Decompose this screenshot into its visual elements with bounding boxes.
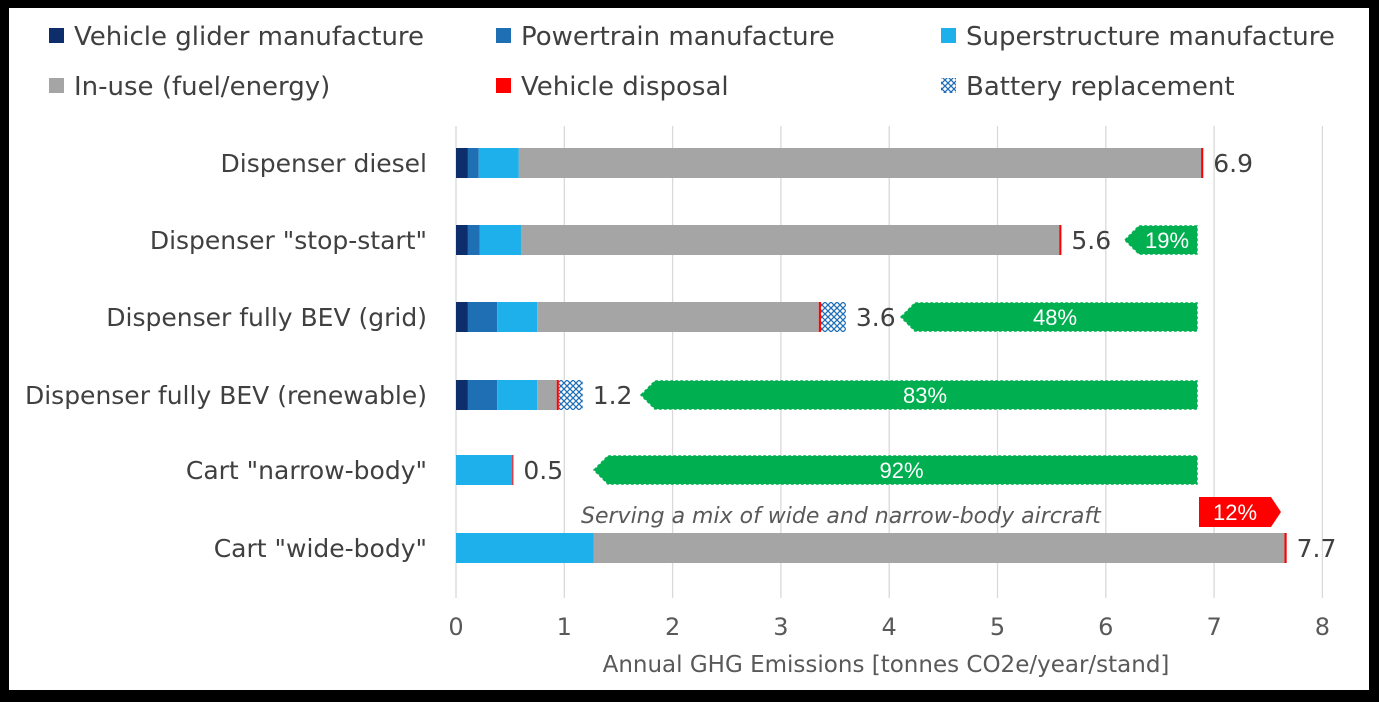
total-label-5: 7.7: [1297, 534, 1337, 563]
x-tick-labels: 0 1 2 3 4 5 6 7 8: [448, 613, 1330, 641]
legend: Vehicle glider manufacture Powertrain man…: [49, 22, 1335, 102]
bar-segment-r2-s5: [820, 302, 846, 332]
bar-segment-r3-s2: [497, 380, 538, 410]
x-tick-4: 4: [882, 613, 897, 641]
bar-segment-r1-s1: [467, 225, 480, 255]
bar-segment-r1-s4: [1059, 225, 1062, 255]
bar-segment-r2-s3: [537, 302, 819, 332]
reduction-label-3: 92%: [879, 458, 923, 483]
legend-label-3: In-use (fuel/energy): [74, 72, 330, 102]
x-tick-5: 5: [990, 613, 1005, 641]
x-tick-1: 1: [557, 613, 572, 641]
bar-segment-r4-s2: [456, 455, 513, 485]
legend-swatch-4: [496, 78, 511, 93]
reduction-arrow-1: [899, 302, 1198, 332]
category-label-1: Dispenser "stop-start": [150, 226, 427, 255]
increase-arrow-4: [1199, 497, 1281, 527]
category-label-3: Dispenser fully BEV (renewable): [25, 381, 427, 410]
x-tick-7: 7: [1206, 613, 1221, 641]
stacked-bar-chart: Vehicle glider manufacture Powertrain man…: [25, 22, 1336, 678]
reduction-label-1: 48%: [1033, 305, 1077, 330]
legend-swatch-2: [941, 28, 956, 43]
legend-label-5: Battery replacement: [966, 72, 1235, 102]
legend-label-0: Vehicle glider manufacture: [74, 22, 424, 52]
category-label-2: Dispenser fully BEV (grid): [106, 303, 427, 332]
x-tick-8: 8: [1315, 613, 1330, 641]
reduction-arrow-0: [1123, 225, 1198, 255]
total-label-1: 5.6: [1071, 226, 1111, 255]
legend-swatch-0: [49, 28, 64, 43]
legend-label-4: Vehicle disposal: [521, 72, 729, 102]
reduction-label-0: 19%: [1145, 228, 1189, 253]
category-label-5: Cart "wide-body": [214, 534, 427, 563]
x-tick-2: 2: [665, 613, 680, 641]
bar-segment-r3-s1: [467, 380, 498, 410]
legend-swatch-5: [941, 78, 956, 93]
reduction-arrows: 19% 48% 83% 92% 12%: [592, 225, 1281, 527]
x-tick-6: 6: [1098, 613, 1113, 641]
total-label-2: 3.6: [856, 303, 896, 332]
x-tick-0: 0: [448, 613, 463, 641]
bar-segment-r0-s3: [518, 148, 1202, 178]
total-label-4: 0.5: [523, 456, 563, 485]
bar-segment-r0-s2: [478, 148, 519, 178]
annotation-text: Serving a mix of wide and narrow-body ai…: [581, 504, 1102, 529]
bar-segment-r0-s0: [456, 148, 468, 178]
bar-segment-r5-s3: [593, 533, 1285, 563]
bar-segment-r3-s5: [558, 380, 583, 410]
bar-segment-r3-s4: [556, 380, 559, 410]
total-label-0: 6.9: [1213, 149, 1253, 178]
bars: 6.9 5.6 3.6 1.2 0.5 7.7: [456, 148, 1336, 563]
legend-swatch-1: [496, 28, 511, 43]
bar-segment-r2-s2: [497, 302, 538, 332]
bar-segment-r2-s1: [467, 302, 498, 332]
legend-label-1: Powertrain manufacture: [521, 22, 835, 52]
bar-segment-r0-s4: [1201, 148, 1204, 178]
bar-segment-r1-s2: [479, 225, 521, 255]
bar-segment-r1-s0: [456, 225, 468, 255]
bar-segment-r5-s2: [456, 533, 594, 563]
x-axis-title: Annual GHG Emissions [tonnes CO2e/year/s…: [603, 652, 1170, 678]
category-labels: Dispenser diesel Dispenser "stop-start" Di…: [25, 149, 427, 563]
reduction-label-2: 83%: [903, 383, 947, 408]
category-label-4: Cart "narrow-body": [186, 456, 427, 485]
bar-segment-r4-s4: [512, 455, 514, 485]
bar-segment-r0-s1: [467, 148, 479, 178]
bar-segment-r2-s4: [818, 302, 821, 332]
legend-swatch-3: [49, 78, 64, 93]
bar-segment-r2-s0: [456, 302, 468, 332]
reduction-arrow-2: [639, 380, 1198, 410]
bar-segment-r5-s4: [1284, 533, 1287, 563]
bar-segment-r3-s0: [456, 380, 468, 410]
grid-lines: [455, 126, 1324, 598]
increase-label-4: 12%: [1213, 500, 1257, 525]
total-label-3: 1.2: [593, 381, 633, 410]
bar-segment-r3-s3: [537, 380, 557, 410]
legend-label-2: Superstructure manufacture: [966, 22, 1335, 52]
chart-frame: Vehicle glider manufacture Powertrain man…: [9, 8, 1369, 690]
x-tick-3: 3: [773, 613, 788, 641]
category-label-0: Dispenser diesel: [221, 149, 428, 178]
bar-segment-r1-s3: [520, 225, 1060, 255]
reduction-arrow-3: [592, 455, 1198, 485]
